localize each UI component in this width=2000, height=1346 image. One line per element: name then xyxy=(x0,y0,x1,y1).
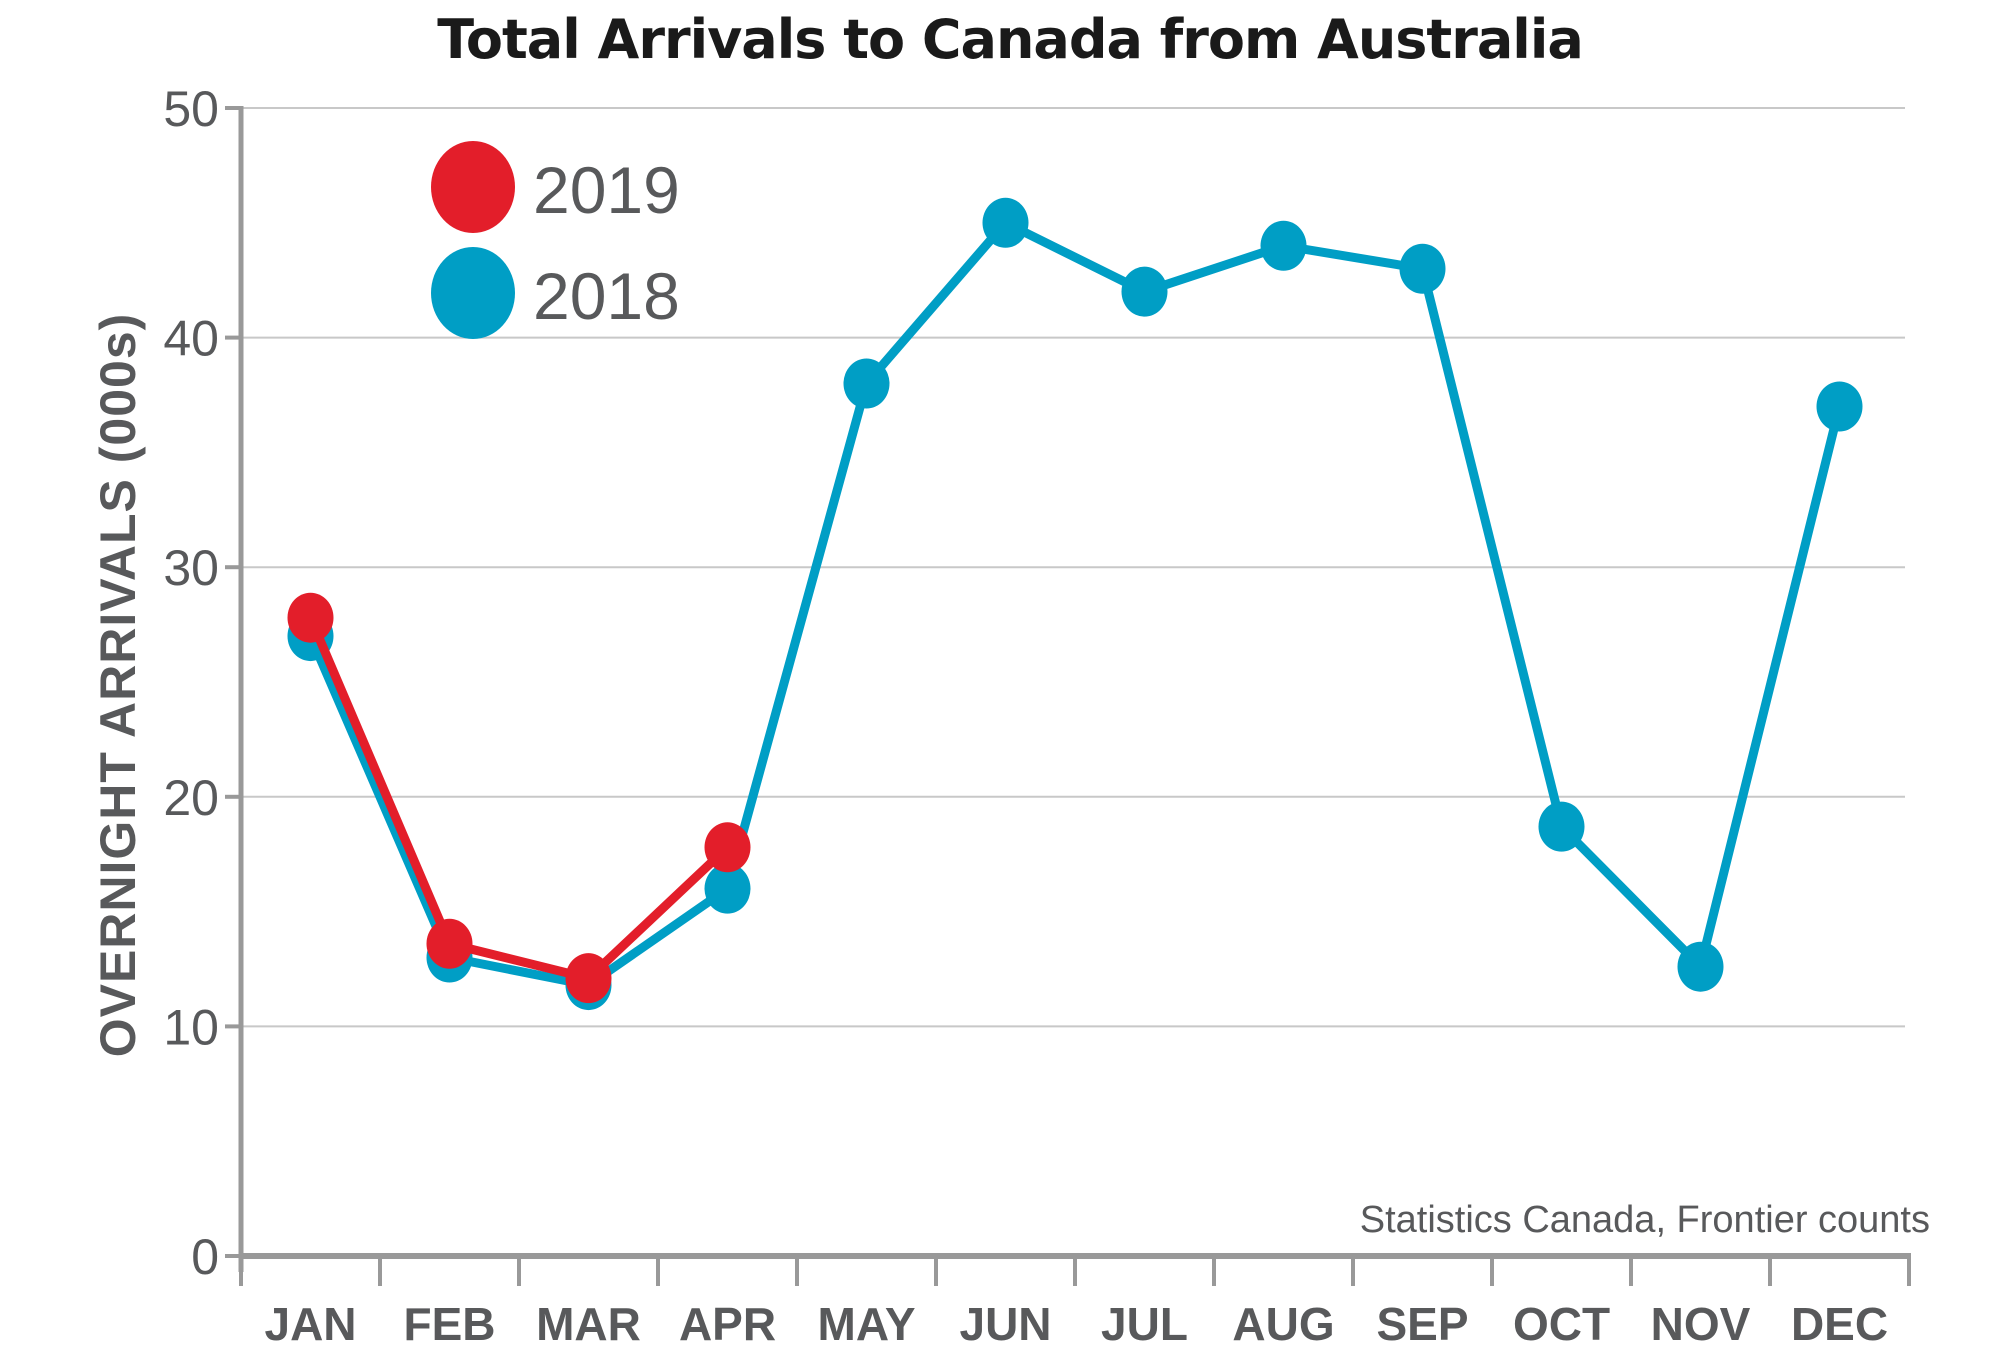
x-tick-label: JAN xyxy=(264,1298,356,1346)
x-tick-label: OCT xyxy=(1513,1298,1610,1346)
legend-marker-2019 xyxy=(431,141,515,233)
y-tick-label: 10 xyxy=(163,999,219,1055)
legend: 2019 2018 xyxy=(431,141,680,339)
data-point-2018-apr xyxy=(704,863,751,914)
series-2018 xyxy=(287,197,1863,1011)
x-axis-ticks: JAN FEB MAR APR MAY JUN JUL AUG SEP OCT NOV DEC xyxy=(239,1256,1911,1346)
data-point-2018-aug xyxy=(1260,220,1307,271)
source-note: Statistics Canada, Frontier counts xyxy=(1360,1199,1930,1241)
series-2019 xyxy=(287,592,751,1004)
y-axis-ticks: 0 10 20 30 40 50 xyxy=(163,81,241,1285)
legend-label-2018: 2018 xyxy=(533,259,680,333)
chart-title: Total Arrivals to Canada from Australia xyxy=(437,8,1583,71)
x-tick-label: MAY xyxy=(818,1298,916,1346)
data-point-2018-oct xyxy=(1538,801,1585,852)
series-line-2019 xyxy=(306,615,731,983)
x-tick-label: APR xyxy=(679,1298,776,1346)
data-point-2018-dec xyxy=(1816,381,1863,432)
data-point-2018-may xyxy=(843,358,890,409)
data-point-2018-sep xyxy=(1399,243,1446,294)
data-point-2019-feb xyxy=(426,918,473,969)
data-point-2018-jun xyxy=(982,197,1029,248)
y-tick-label: 40 xyxy=(163,311,219,367)
data-point-2018-nov xyxy=(1677,941,1724,992)
x-tick-label: NOV xyxy=(1651,1298,1751,1346)
x-tick-label: JUL xyxy=(1101,1298,1188,1346)
y-tick-label: 0 xyxy=(191,1229,219,1285)
series-line-2018 xyxy=(306,218,1844,990)
y-axis-title: OVERNIGHT ARRIVALS (000s) xyxy=(90,313,146,1058)
x-tick-label: AUG xyxy=(1232,1298,1334,1346)
x-tick-label: DEC xyxy=(1791,1298,1888,1346)
x-tick-label: JUN xyxy=(959,1298,1051,1346)
legend-label-2019: 2019 xyxy=(533,153,680,227)
gridlines xyxy=(241,107,1905,1028)
x-tick-label: SEP xyxy=(1376,1298,1468,1346)
data-point-2018-jul xyxy=(1121,266,1168,317)
data-point-2019-jan xyxy=(287,592,334,643)
data-point-2019-mar xyxy=(565,953,612,1004)
y-tick-label: 50 xyxy=(163,81,219,137)
series-group xyxy=(287,197,1863,1011)
x-tick-label: FEB xyxy=(404,1298,496,1346)
y-tick-label: 30 xyxy=(163,540,219,596)
legend-marker-2018 xyxy=(431,247,515,339)
data-point-2019-apr xyxy=(704,822,751,873)
y-tick-label: 20 xyxy=(163,770,219,826)
x-tick-label: MAR xyxy=(536,1298,641,1346)
